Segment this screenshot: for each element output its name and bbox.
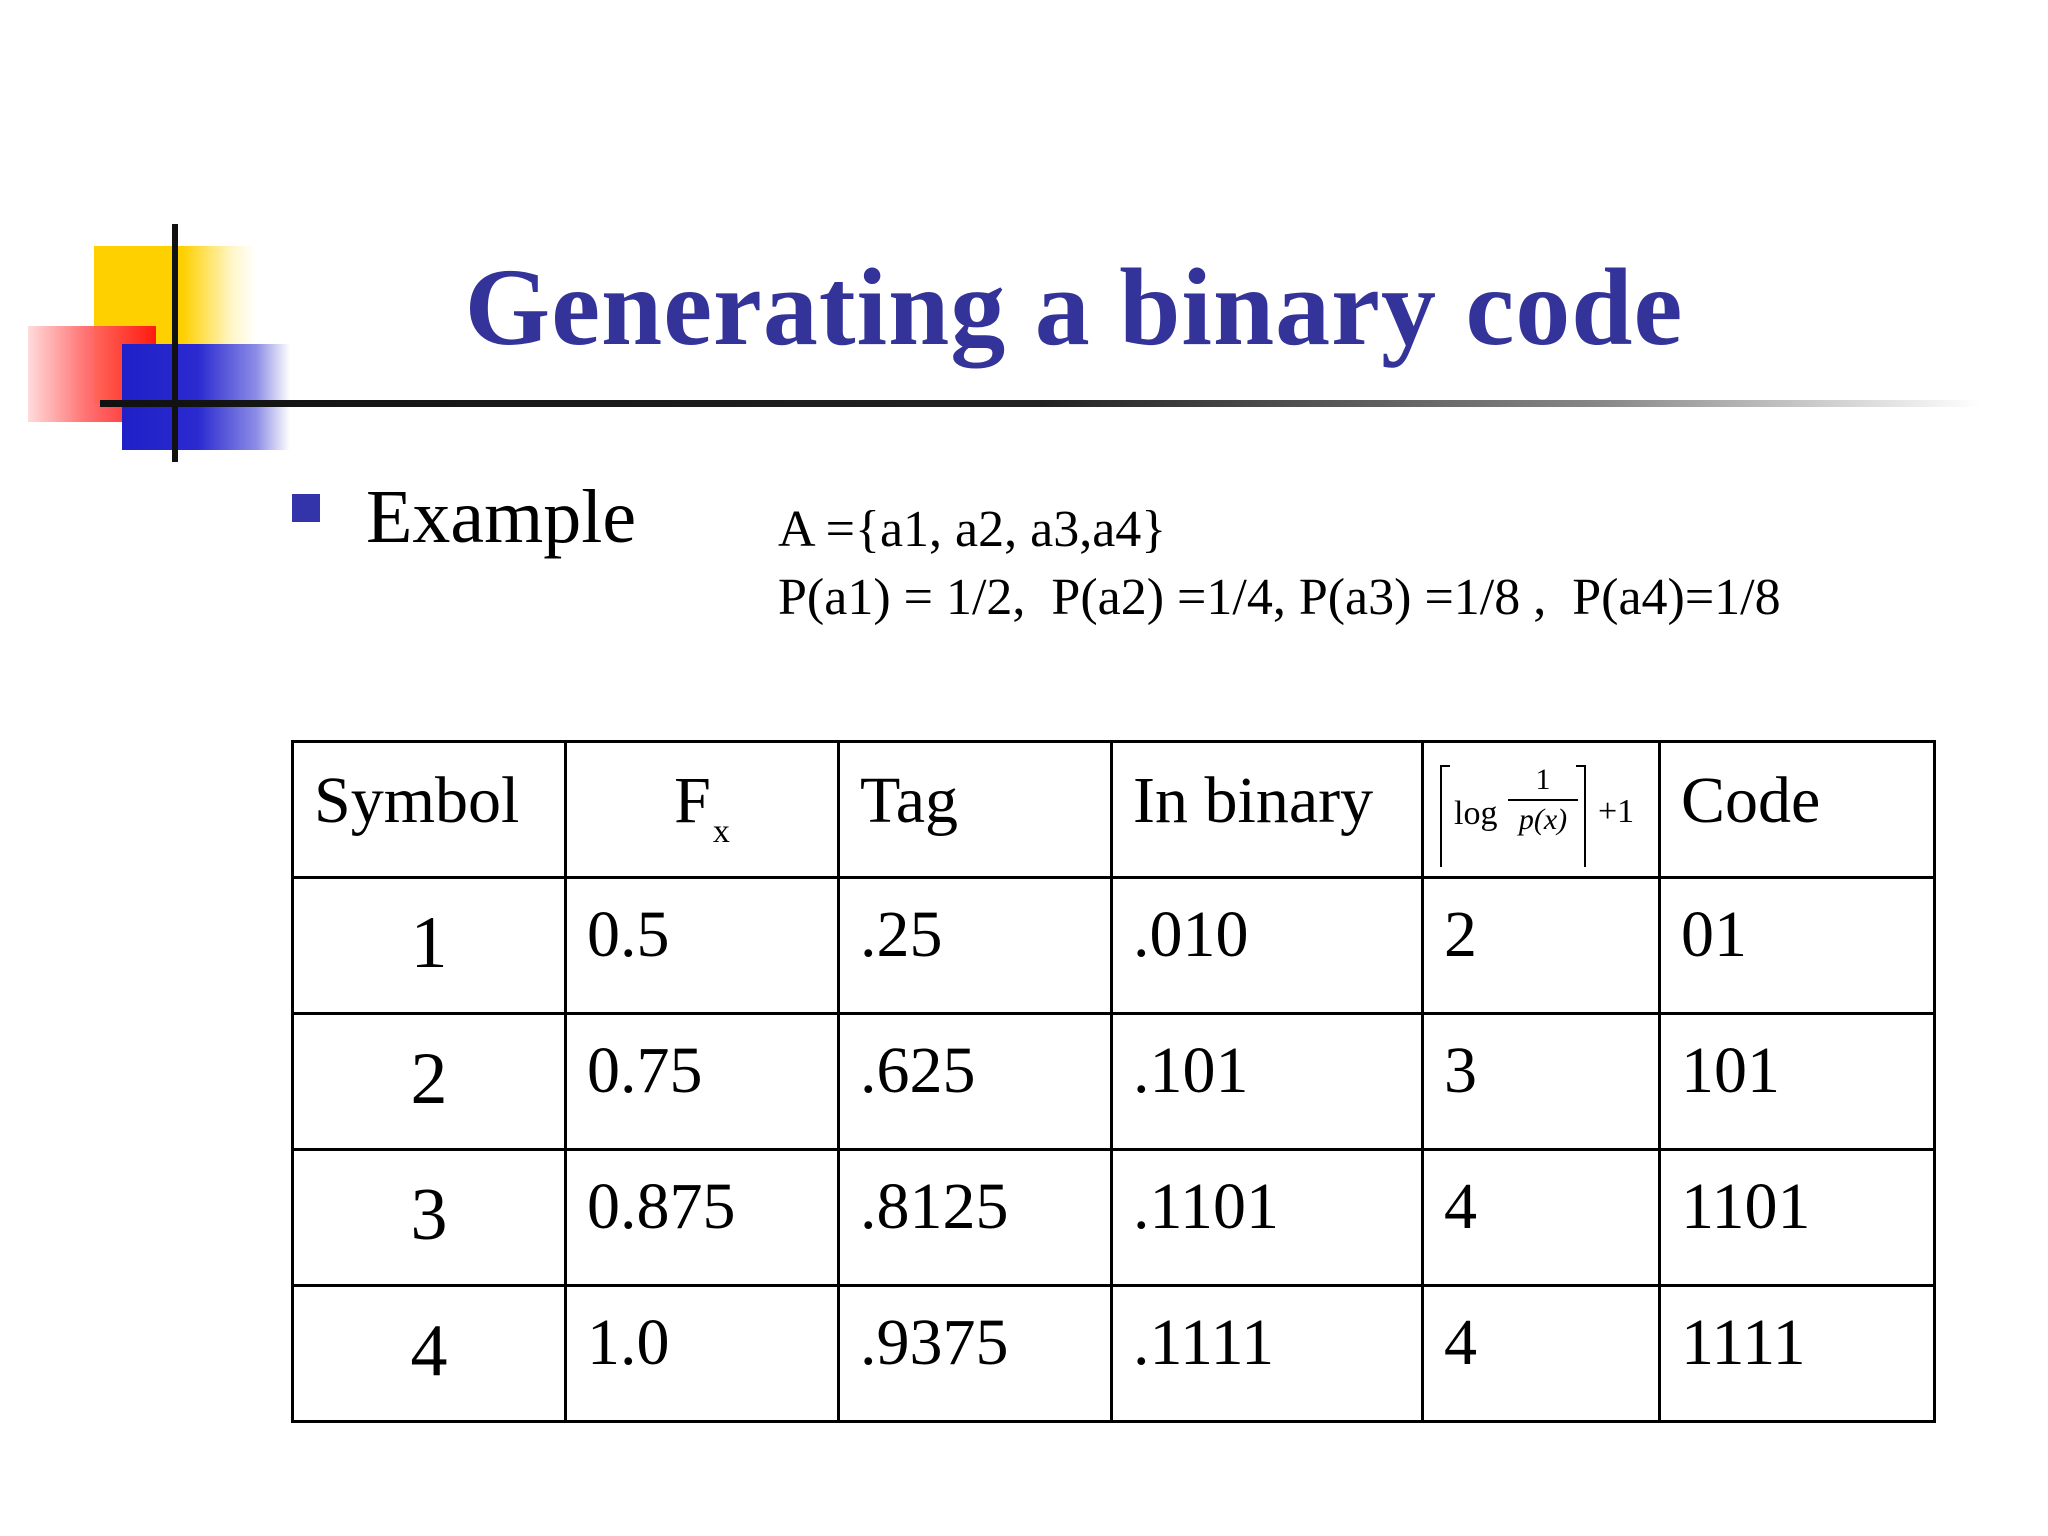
formula-log: log (1454, 795, 1498, 832)
header-code: Code (1658, 740, 1936, 879)
table-row: 2 0.75 .625 .101 3 101 (291, 1012, 1936, 1151)
title-underline (100, 400, 1980, 407)
formula-fraction: 1 p(x) (1508, 763, 1578, 837)
cell-binary: .101 (1110, 1012, 1424, 1151)
bullet-text: Example (366, 475, 637, 559)
cell-symbol: 1 (291, 876, 567, 1015)
header-length-formula: log 1 p(x) +1 (1421, 740, 1661, 879)
header-fx-main: F (674, 764, 711, 837)
deco-blue-square (122, 344, 290, 450)
header-binary: In binary (1110, 740, 1424, 879)
cell-tag: .25 (837, 876, 1113, 1015)
header-symbol: Symbol (291, 740, 567, 879)
table-row: 1 0.5 .25 .010 2 01 (291, 876, 1936, 1015)
cell-length: 2 (1421, 876, 1661, 1015)
ceiling-formula: log 1 p(x) +1 (1424, 751, 1658, 871)
formula-plus-one: +1 (1598, 793, 1635, 830)
cell-symbol: 3 (291, 1148, 567, 1287)
ceiling-bracket-right (1576, 765, 1586, 867)
cell-length: 4 (1421, 1284, 1661, 1423)
bullet-square-icon (292, 494, 320, 522)
header-tag: Tag (837, 740, 1113, 879)
table-row: 3 0.875 .8125 .1101 4 1101 (291, 1148, 1936, 1287)
cell-code: 1101 (1658, 1148, 1936, 1287)
table-row: 4 1.0 .9375 .1111 4 1111 (291, 1284, 1936, 1423)
cell-fx: 0.75 (564, 1012, 840, 1151)
header-fx-subscript: x (712, 813, 730, 850)
cell-tag: .625 (837, 1012, 1113, 1151)
cell-fx: 0.5 (564, 876, 840, 1015)
set-definition: A ={a1, a2, a3,a4} (778, 501, 1167, 558)
cell-binary: .010 (1110, 876, 1424, 1015)
cell-code: 01 (1658, 876, 1936, 1015)
cell-fx: 1.0 (564, 1284, 840, 1423)
cell-tag: .8125 (837, 1148, 1113, 1287)
deco-vertical-line (172, 224, 178, 462)
slide-title: Generating a binary code (464, 246, 1684, 368)
header-fx: Fx (564, 740, 840, 879)
ceiling-bracket-left (1440, 765, 1450, 867)
cell-binary: .1101 (1110, 1148, 1424, 1287)
cell-symbol: 2 (291, 1012, 567, 1151)
probability-line: P(a1) = 1/2, P(a2) =1/4, P(a3) =1/8 , P(… (778, 569, 1781, 626)
cell-tag: .9375 (837, 1284, 1113, 1423)
cell-code: 1111 (1658, 1284, 1936, 1423)
cell-symbol: 4 (291, 1284, 567, 1423)
code-table: Symbol Fx Tag In binary log 1 p(x) +1 Co… (291, 740, 1936, 1423)
cell-code: 101 (1658, 1012, 1936, 1151)
cell-fx: 0.875 (564, 1148, 840, 1287)
cell-binary: .1111 (1110, 1284, 1424, 1423)
cell-length: 3 (1421, 1012, 1661, 1151)
cell-length: 4 (1421, 1148, 1661, 1287)
table-header-row: Symbol Fx Tag In binary log 1 p(x) +1 Co… (291, 740, 1936, 879)
formula-denominator: p(x) (1518, 803, 1568, 836)
formula-numerator: 1 (1508, 763, 1578, 801)
